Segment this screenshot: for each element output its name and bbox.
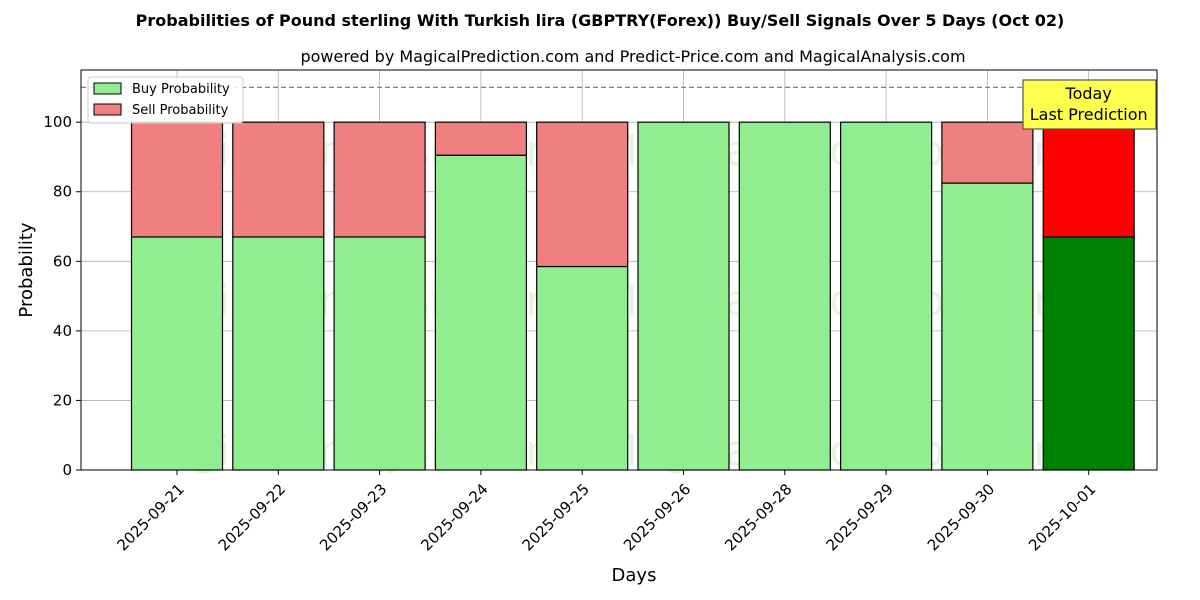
y-tick-label: 80: [53, 183, 72, 201]
x-tick-label: 2025-09-29: [823, 480, 897, 554]
x-tick-label: 2025-09-22: [215, 480, 289, 554]
x-tick-label: 2025-09-24: [417, 480, 491, 554]
legend-label: Sell Probability: [132, 103, 229, 118]
buy-bar: [839, 121, 933, 471]
today-annotation: Today Last Prediction: [1022, 79, 1157, 130]
y-axis-label: Probability: [16, 222, 37, 317]
y-tick-label: 0: [62, 461, 72, 479]
buy-bar: [434, 154, 527, 471]
sell-bar: [1042, 121, 1135, 238]
x-tick-label: 2025-09-21: [113, 480, 187, 554]
sell-bar: [130, 121, 224, 238]
legend-box: [87, 76, 244, 124]
buy-bar: [232, 236, 325, 471]
chart-subtitle: powered by MagicalPrediction.com and Pre…: [300, 47, 965, 66]
y-tick-label: 40: [53, 322, 72, 340]
annotation-box: [1022, 79, 1157, 130]
x-axis: 2025-09-21 2025-09-22 2025-09-23 2025-09-24…: [113, 470, 1100, 554]
x-tick-label: 2025-09-26: [620, 480, 694, 554]
sell-bar: [333, 121, 426, 238]
sell-bar: [434, 121, 527, 156]
plot-frame: [80, 69, 1158, 471]
buy-bar: [130, 236, 224, 471]
y-axis: 0 20 40 60 80 100: [43, 113, 81, 479]
annotation-line: Last Prediction: [1030, 105, 1148, 124]
y-tick-label: 20: [53, 391, 72, 409]
sell-bar: [232, 121, 325, 238]
y-tick-label: 100: [43, 113, 72, 131]
buy-bar: [738, 121, 831, 471]
x-tick-label: 2025-09-25: [519, 480, 593, 554]
chart-title: Probabilities of Pound sterling With Tur…: [136, 11, 1065, 30]
sell-bar: [536, 121, 629, 268]
annotation-line: Today: [1065, 84, 1112, 103]
x-tick-label: 2025-09-28: [721, 480, 795, 554]
x-tick-label: 2025-09-30: [924, 480, 998, 554]
legend: Buy Probability Sell Probability: [87, 76, 244, 124]
x-tick-label: 2025-10-01: [1025, 480, 1099, 554]
y-tick-label: 60: [53, 252, 72, 270]
legend-swatch: [93, 103, 122, 116]
buy-bar: [1042, 236, 1135, 471]
legend-label: Buy Probability: [132, 82, 230, 97]
buy-bar: [333, 236, 426, 471]
buy-bar: [941, 182, 1034, 471]
legend-swatch: [93, 82, 122, 95]
sell-bar: [941, 121, 1034, 184]
buy-bar: [637, 121, 730, 471]
x-axis-label: Days: [612, 565, 657, 586]
buy-bar: [536, 265, 629, 471]
x-tick-label: 2025-09-23: [316, 480, 390, 554]
bars: [130, 121, 1135, 471]
